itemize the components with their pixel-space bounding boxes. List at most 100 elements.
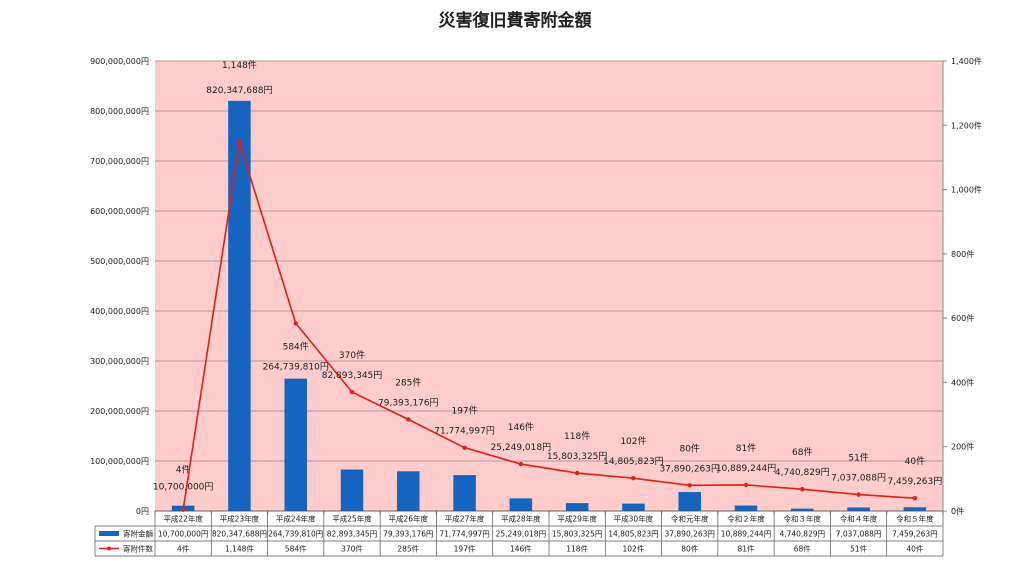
- x-category-label: 平成28年度: [501, 514, 541, 524]
- line-point: [349, 389, 355, 395]
- line-point: [237, 139, 242, 145]
- y-right-tick-label: 0件: [951, 506, 964, 516]
- x-category-label: 平成27年度: [445, 514, 485, 524]
- y-right-tick-label: 1,200件: [951, 120, 982, 130]
- bar-value-label: 10,700,000円: [153, 482, 214, 493]
- table-cell-amount: 7,037,088円: [836, 530, 882, 539]
- bar: [903, 507, 927, 511]
- x-category-label: 平成25年度: [332, 514, 372, 524]
- x-category-label: 平成26年度: [389, 514, 429, 524]
- table-cell-count: 118件: [566, 544, 588, 554]
- bar: [228, 100, 251, 511]
- table-cell-count: 4件: [177, 544, 190, 554]
- y-left-tick-label: 0円: [136, 507, 149, 516]
- bar-value-label: 71,774,997円: [434, 426, 495, 437]
- bar-value-label: 7,459,263円: [887, 476, 942, 487]
- y-left-tick-label: 900,000,000円: [90, 57, 149, 66]
- line-point: [574, 470, 580, 476]
- bar-value-label: 820,347,688円: [206, 85, 272, 96]
- line-point: [518, 461, 524, 467]
- table-cell-count: 370件: [341, 544, 363, 554]
- table-cell-amount: 10,700,000円: [158, 530, 208, 539]
- line-point: [631, 476, 636, 481]
- y-left-tick-label: 100,000,000円: [90, 457, 149, 466]
- bar-series-donation-amount: [171, 100, 927, 511]
- y-right-tick-label: 800件: [951, 249, 974, 259]
- table-cell-amount: 25,249,018円: [496, 530, 546, 539]
- line-value-label: 81件: [736, 442, 756, 454]
- table-cell-amount: 7,459,263円: [892, 530, 938, 539]
- y-right-tick-label: 600件: [951, 313, 974, 323]
- bar: [340, 469, 364, 511]
- line-point: [293, 321, 298, 326]
- table-cell-count: 102件: [623, 544, 645, 554]
- x-category-label: 平成29年度: [557, 514, 597, 524]
- x-category-label: 平成23年度: [220, 514, 260, 524]
- line-value-label: 146件: [508, 421, 534, 433]
- line-point: [743, 482, 749, 488]
- y-left-tick-label: 800,000,000円: [90, 107, 149, 116]
- bar-value-label: 15,803,325円: [547, 451, 608, 462]
- bar: [565, 503, 589, 511]
- line-value-label: 40件: [905, 455, 925, 467]
- line-point: [856, 492, 861, 497]
- data-table: 平成22年度 10,700,000円 4件 平成23年度 820,347,688円 1,1…: [94, 510, 944, 557]
- table-cell-amount: 37,890,263円: [664, 530, 714, 539]
- y-right-tick-label: 1,000件: [951, 185, 982, 195]
- line-value-label: 80件: [679, 442, 699, 454]
- y-left-tick-label: 700,000,000円: [90, 157, 149, 166]
- line-value-label: 584件: [283, 341, 309, 353]
- bar-value-label: 7,037,088円: [831, 473, 886, 484]
- line-value-label: 51件: [848, 452, 868, 464]
- y-left-tick-label: 600,000,000円: [90, 207, 149, 216]
- table-cell-amount: 820,347,688円: [212, 530, 267, 539]
- table-cell-amount: 15,803,325円: [552, 530, 602, 539]
- line-value-label: 1,148件: [222, 59, 257, 71]
- table-cell-count: 584件: [285, 544, 307, 554]
- bar-value-label: 37,890,263円: [659, 463, 720, 474]
- line-value-label: 68件: [792, 446, 812, 458]
- y-left-tick-label: 500,000,000円: [90, 257, 149, 266]
- y-axis-right: 0件 200件 400件 600件 800件 1,000件 1,200件 1,400件: [942, 56, 982, 516]
- line-value-label: 118件: [564, 430, 590, 442]
- bar: [622, 503, 645, 511]
- y-right-tick-label: 1,400件: [951, 56, 982, 66]
- line-point: [800, 486, 805, 492]
- bar: [509, 498, 533, 511]
- bar-value-label: 25,249,018円: [491, 442, 552, 453]
- line-point: [462, 445, 467, 450]
- y-left-tick-label: 200,000,000円: [90, 407, 149, 416]
- x-category-label: 平成24年度: [276, 514, 316, 524]
- line-point: [912, 495, 918, 501]
- table-cell-count: 80件: [681, 544, 699, 554]
- y-axis-left: 0円 100,000,000円 200,000,000円 300,000,000円 40…: [90, 57, 149, 516]
- bar: [678, 492, 701, 511]
- bar: [847, 507, 870, 511]
- bar-value-label: 14,805,823円: [603, 456, 664, 467]
- line-value-label: 4件: [176, 464, 191, 476]
- bar-value-label: 264,739,810円: [263, 362, 329, 373]
- y-right-tick-label: 400件: [951, 377, 974, 387]
- y-right-tick-label: 200件: [951, 442, 974, 452]
- table-cell-count: 1,148件: [225, 544, 254, 554]
- line-value-label: 197件: [451, 405, 477, 417]
- table-cell-amount: 264,739,810円: [268, 530, 323, 539]
- bar: [453, 475, 476, 511]
- data-labels: 10,700,000円 4件 820,347,688円 1,148件 264,739,8…: [153, 59, 942, 493]
- bar-value-label: 4,740,829円: [775, 467, 830, 478]
- bar-value-label: 82,893,345円: [322, 370, 383, 381]
- line-series-donation-count: [180, 139, 918, 512]
- x-category-label: 令和３年度: [784, 514, 822, 524]
- x-category-label: 平成22年度: [163, 514, 203, 524]
- count-line: [182, 141, 915, 510]
- table-cell-amount: 71,774,997円: [439, 530, 489, 539]
- x-category-label: 令和４年度: [840, 514, 878, 524]
- table-cell-amount: 4,740,829円: [779, 530, 825, 539]
- x-category-label: 平成30年度: [614, 514, 654, 524]
- bar-value-label: 79,393,176円: [378, 397, 439, 408]
- table-cell-count: 81件: [737, 544, 755, 554]
- y-left-tick-label: 300,000,000円: [90, 357, 149, 366]
- line-value-label: 102件: [620, 435, 646, 447]
- line-value-label: 370件: [339, 349, 365, 361]
- table-cell-amount: 10,889,244円: [721, 530, 771, 539]
